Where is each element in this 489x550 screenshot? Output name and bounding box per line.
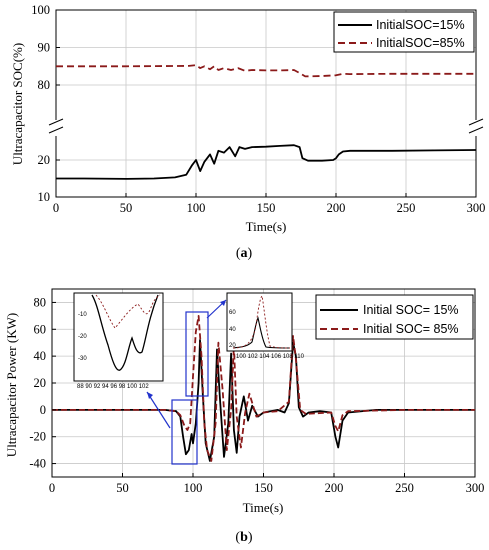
caption-b: (b)	[235, 530, 252, 545]
legend-b: Initial SOC= 15% Initial SOC= 85%	[315, 294, 474, 340]
legend-a: InitialSOC=15% InitialSOC=85%	[333, 11, 475, 53]
inset-2-frame	[226, 292, 293, 352]
x-tick-label: 200	[325, 481, 344, 495]
inset-1-ytick: -20	[78, 334, 87, 340]
x-tick-label: 50	[120, 201, 133, 215]
y-tick-label: 80	[38, 78, 51, 92]
x-tick-label: 150	[257, 201, 276, 215]
zoom-arrow-2-head	[220, 300, 226, 306]
x-tick-label: 300	[467, 201, 486, 215]
inset-2-ytick: 60	[229, 310, 236, 316]
y-axis-label-a: Ultracapacitor SOC(%)	[10, 43, 25, 165]
caption-b-letter: b	[240, 530, 248, 545]
inset-1-frame	[73, 292, 164, 382]
inset-2-ytick: 40	[229, 327, 236, 333]
zoom-arrow-1	[146, 391, 171, 429]
y-tick-label: 40	[34, 349, 47, 363]
y-tick-label: 20	[34, 376, 47, 390]
axis-break-mark	[468, 126, 484, 134]
x-axis-label-b: Time(s)	[243, 500, 284, 515]
x-tick-label: 250	[395, 481, 414, 495]
inset-2-xticks: 100 102 104 106 108 110	[236, 354, 305, 360]
x-tick-label: 100	[184, 481, 203, 495]
axis-break-mark	[48, 118, 64, 126]
y-tick-label: 10	[38, 190, 51, 204]
caption-a: (a)	[236, 246, 253, 261]
series-line-soc-85	[56, 64, 476, 78]
series-line-soc-15	[56, 144, 477, 180]
inset-2-ytick: 20	[229, 343, 236, 349]
inset-1-ytick: -30	[78, 356, 87, 362]
y-tick-label: -20	[29, 430, 46, 444]
inset-1: -10 -20 -30 88 90 92 94 96 98 100 102	[73, 292, 164, 390]
zoom-arrow-1-head	[147, 392, 153, 399]
y-tick-label: 80	[34, 295, 47, 309]
y-tick-label: 20	[38, 153, 51, 167]
series-b	[52, 314, 475, 462]
y-tick-label: 90	[38, 41, 51, 55]
series-a	[56, 64, 477, 180]
inset-1-curve-solid	[91, 294, 159, 371]
inset-2-curve-solid	[232, 316, 291, 349]
legend-label-b-2: Initial SOC= 85%	[363, 322, 459, 336]
inset-1-ytick: -10	[78, 312, 87, 318]
x-tick-label: 50	[116, 481, 129, 495]
x-tick-label: 250	[397, 201, 416, 215]
inset-1-curve-dashed	[95, 294, 161, 329]
caption-a-letter: a	[241, 246, 248, 261]
x-tick-label: 300	[466, 481, 485, 495]
x-tick-label: 150	[254, 481, 273, 495]
y-axis-label-b: Ultracapacitor Power (KW)	[4, 313, 19, 457]
chart-a: 100 90 80 20 100 50 100 150 200 250 300 Ultracapac…	[10, 3, 485, 261]
x-tick-label: 100	[187, 201, 206, 215]
x-tick-label: 0	[49, 481, 55, 495]
zoom-box-2	[185, 311, 209, 397]
axis-break-mark	[48, 126, 64, 134]
inset-1-xticks: 88 90 92 94 96 98 100 102	[77, 384, 149, 390]
y-tick-label: 0	[40, 403, 46, 417]
legend-label-a-2: InitialSOC=85%	[376, 36, 465, 50]
x-tick-label: 0	[53, 201, 59, 215]
ticks-a: 100 90 80 20 100 50 100 150 200 250 300	[31, 3, 485, 215]
legend-label-b-1: Initial SOC= 15%	[363, 303, 459, 317]
inset-2-curve-dashed	[232, 295, 291, 349]
legend-box-a	[333, 11, 475, 53]
axis-break-mark	[468, 118, 484, 126]
zoom-box-1	[171, 399, 198, 465]
axis-break-cover-right	[471, 120, 483, 136]
series-line-power-15	[52, 339, 475, 462]
legend-label-a-1: InitialSOC=15%	[376, 18, 465, 32]
y-tick-label: 60	[34, 322, 47, 336]
series-line-power-85	[52, 314, 475, 462]
x-axis-label-a: Time(s)	[246, 219, 287, 234]
y-tick-label: -40	[29, 457, 46, 471]
x-tick-label: 200	[327, 201, 346, 215]
y-tick-label: 100	[31, 3, 50, 17]
inset-2: 60 40 20 100 102 104 106 108 110	[226, 292, 305, 360]
legend-box-b	[315, 294, 474, 340]
